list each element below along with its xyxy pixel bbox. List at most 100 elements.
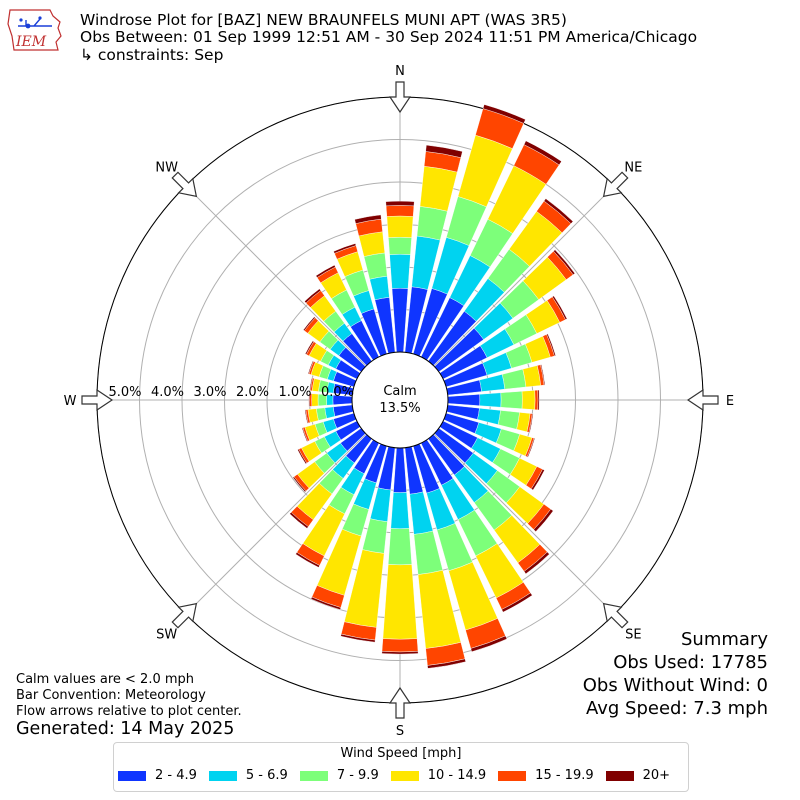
bar-260-bin-5 [304,409,309,424]
bar-30-bin-5 [523,140,562,166]
bar-110-bin-5 [526,437,536,458]
bar-100-bin-2 [497,410,520,430]
calm-value: 13.5% [379,401,420,416]
bar-180-bin-4 [381,638,419,653]
bar-270-bin-3 [311,393,319,407]
radial-tick-label: 3.0% [193,385,226,400]
legend-item-3: 10 - 14.9 [390,768,486,783]
bar-70-bin-5 [546,333,556,357]
bar-0-bin-4 [385,205,415,217]
legend-label: 15 - 19.9 [535,768,594,783]
bar-180-bin-2 [387,528,413,566]
compass-label-se: SE [625,627,641,642]
bar-0-bin-5 [385,200,415,207]
grid-spoke [433,433,615,615]
bar-0-bin-1 [389,254,411,289]
bar-130-bin-5 [533,508,554,532]
flow-arrow-w-icon [81,388,114,412]
bar-80-bin-1 [479,374,506,392]
bar-310-bin-5 [303,316,316,332]
chart-title: Windrose Plot for [BAZ] NEW BRAUNFELS MU… [80,11,567,29]
bar-90-bin-3 [521,390,536,410]
compass-label-s: S [396,724,404,739]
legend-swatch [208,770,237,781]
bar-180-bin-5 [381,651,419,655]
grid-spoke [185,185,367,367]
bar-210-bin-5 [295,552,320,568]
legend-swatch [498,770,527,781]
bar-240-bin-5 [297,448,308,465]
avg-speed: Avg Speed: 7.3 mph [586,698,768,719]
observation-period: Obs Between: 01 Sep 1999 12:51 AM - 30 S… [80,28,698,46]
legend-item-2: 7 - 9.9 [299,768,379,783]
compass-label-sw: SW [156,627,177,642]
bar-160-bin-5 [470,635,508,653]
bar-290-bin-5 [307,360,314,375]
radial-tick-label: 5.0% [108,385,141,400]
obs-without-wind: Obs Without Wind: 0 [582,675,768,696]
legend-swatch [390,770,419,781]
calm-note: Calm values are < 2.0 mph [16,672,195,687]
bar-90-bin-1 [479,392,502,408]
obs-used: Obs Used: 17785 [613,652,768,673]
bar-170-bin-5 [427,658,466,669]
bar-10-bin-3 [419,166,458,212]
bar-180-bin-0 [393,447,407,493]
legend-label: 20+ [642,768,671,783]
bar-170-bin-2 [413,530,443,575]
compass-label-w: W [64,394,77,409]
radial-tick-label: 2.0% [236,385,269,400]
bar-220-bin-5 [289,512,309,529]
bar-10-bin-2 [416,206,448,241]
bar-190-bin-2 [362,518,388,554]
bar-280-bin-5 [309,377,313,391]
legend-title: Wind Speed [mph] [340,746,462,761]
bar-200-bin-5 [310,596,342,610]
bar-120-bin-5 [530,468,545,491]
summary-heading: Summary [681,629,768,650]
legend-swatch [299,770,328,781]
bar-90-bin-2 [500,391,523,409]
legend-label: 7 - 9.9 [336,768,379,783]
legend-swatch [605,770,634,781]
legend-label: 5 - 6.9 [245,768,288,783]
legend-item-0: 2 - 4.9 [118,768,197,783]
bar-20-bin-5 [482,104,526,124]
flow-arrow-e-icon [686,388,719,412]
flow-arrows-note: Flow arrows relative to plot center. [16,704,242,719]
radial-tick-label: 1.0% [278,385,311,400]
bar-340-bin-5 [333,243,357,254]
legend-item-5: 20+ [605,768,671,783]
generated-date: Generated: 14 May 2025 [16,719,235,739]
bar-convention-note: Bar Convention: Meteorology [16,688,206,703]
legend-label: 2 - 4.9 [155,768,197,783]
bar-230-bin-5 [292,476,307,493]
flow-arrow-nw-icon [171,171,198,198]
bar-270-bin-5 [308,393,310,407]
bar-180-bin-3 [382,564,418,640]
bar-100-bin-5 [528,413,534,433]
bar-300-bin-5 [304,340,315,355]
radial-tick-label: 4.0% [151,385,184,400]
bar-80-bin-5 [540,364,546,386]
compass-label-ne: NE [624,161,642,176]
bar-90-bin-4 [534,389,539,411]
constraints-label: ↳ constraints: Sep [80,46,224,64]
bar-180-bin-1 [390,492,410,529]
calm-label: Calm [383,384,416,399]
bar-60-bin-5 [552,295,568,320]
flow-arrow-n-icon [388,81,412,114]
legend: Wind Speed [mph] 2 - 4.9 5 - 6.9 7 - 9.9 10… [113,742,689,792]
compass-label-nw: NW [155,161,178,176]
bar-10-bin-5 [425,144,463,158]
bar-50-bin-5 [553,249,576,275]
flow-arrow-ne-icon [602,171,629,198]
radial-tick-label: 0.0% [321,385,354,400]
logo-text: IEM [15,34,47,50]
bar-90-bin-5 [537,389,540,411]
bar-80-bin-2 [501,368,527,390]
flow-arrow-s-icon [388,686,412,719]
bar-150-bin-5 [501,592,533,613]
legend-item-1: 5 - 6.9 [208,768,288,783]
